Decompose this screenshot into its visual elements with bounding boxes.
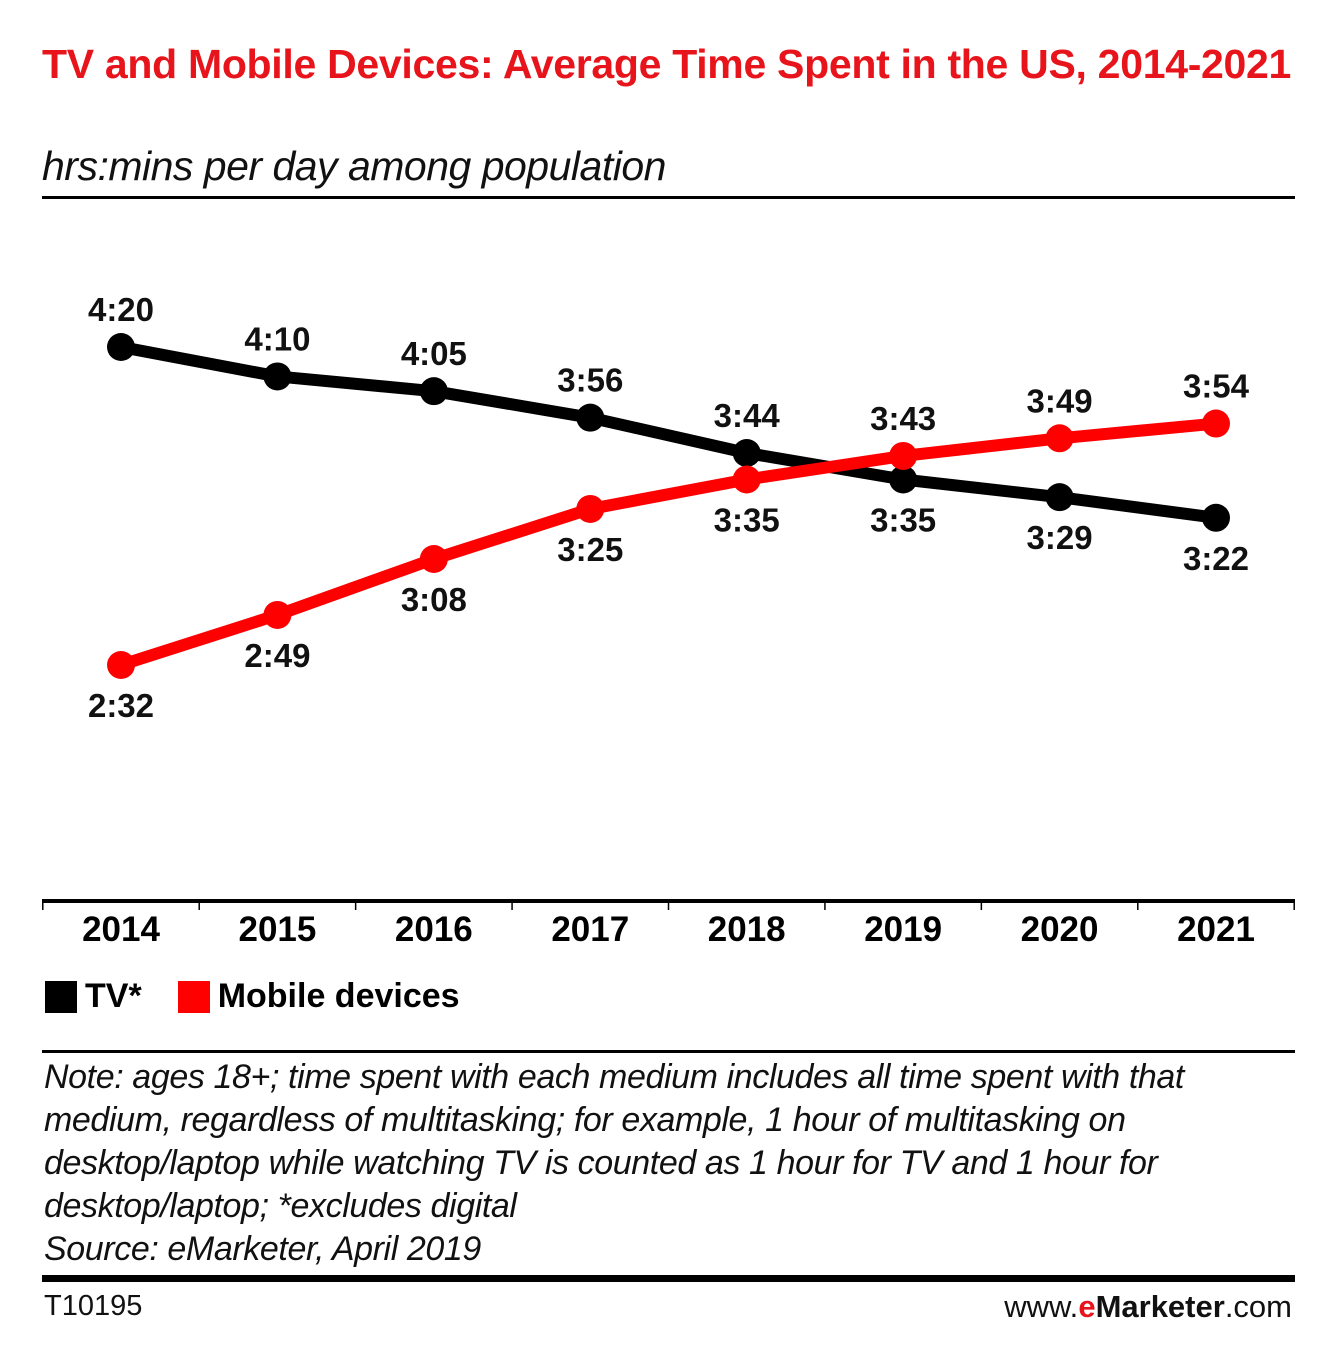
legend-swatch-tv [45,980,77,1013]
data-label-tv-2014: 4:20 [88,291,154,328]
data-point-mobile-devices-2020 [1045,424,1074,453]
line-chart: 4:20 4:10 4:05 3:56 3:44 3:35 3:29 3:22 2:32 2:49… [42,291,1295,949]
series-layer: 4:20 4:10 4:05 3:56 3:44 3:35 3:29 3:22 2:32 2:49… [88,291,1250,724]
data-label-tv-2020: 3:29 [1027,519,1093,556]
series-line-tv [119,341,1217,524]
series-line-mobile-devices [119,417,1217,671]
header-divider [42,196,1295,199]
data-point-tv-2015 [263,362,292,391]
legend-item-tv: TV* [45,977,142,1016]
data-label-tv-2015: 4:10 [244,320,310,357]
legend-label-tv: TV* [85,977,142,1015]
data-point-mobile-devices-2015 [263,600,292,629]
data-point-mobile-devices-2014 [107,651,135,679]
note-text: Note: ages 18+; time spent with each med… [44,1058,1184,1225]
data-label-mobile-devices-2015: 2:49 [244,637,310,674]
data-label-mobile-devices-2020: 3:49 [1027,382,1093,419]
data-label-tv-2018: 3:44 [714,397,781,434]
legend-item-mobile: Mobile devices [177,977,460,1016]
data-label-tv-2017: 3:56 [557,362,623,399]
data-point-mobile-devices-2021 [1202,409,1230,438]
x-tick-label-2018: 2018 [708,910,786,949]
x-tick-label-2020: 2020 [1021,910,1099,949]
series-tv: 4:20 4:10 4:05 3:56 3:44 3:35 3:29 3:22 [88,291,1249,577]
data-point-mobile-devices-2018 [732,465,761,494]
x-axis-labels: 2014 2015 2016 2017 2018 2019 2020 2021 [82,910,1255,949]
data-label-mobile-devices-2018: 3:35 [714,502,780,539]
bottom-rule [42,1275,1295,1282]
data-point-mobile-devices-2017 [576,494,605,523]
chart-title: TV and Mobile Devices: Average Time Spen… [42,41,1292,87]
legend-swatch-mobile [177,980,210,1013]
x-tick-label-2017: 2017 [551,910,629,949]
brand-suffix: .com [1224,1289,1292,1324]
data-point-tv-2014 [107,333,135,361]
data-label-mobile-devices-2014: 2:32 [88,687,154,724]
x-tick-label-2014: 2014 [82,910,160,949]
data-point-tv-2017 [576,403,605,432]
footnote: Note: ages 18+; time spent with each med… [44,1056,1304,1271]
brand-prefix: www. [1004,1289,1079,1324]
data-label-mobile-devices-2021: 3:54 [1183,368,1250,405]
data-label-tv-2019: 3:35 [870,502,936,539]
x-tick-label-2015: 2015 [238,910,316,949]
brand-name: Marketer [1095,1289,1225,1324]
data-point-mobile-devices-2019 [889,441,918,470]
data-label-tv-2016: 4:05 [401,335,467,372]
x-tick-label-2021: 2021 [1177,910,1255,949]
chart-code: T10195 [44,1290,143,1322]
data-point-tv-2016 [419,377,448,406]
chart-subtitle: hrs:mins per day among population [42,143,666,189]
data-point-tv-2019 [889,465,918,494]
data-label-mobile-devices-2017: 3:25 [557,531,623,568]
x-tick-label-2016: 2016 [395,910,473,949]
x-tick-label-2019: 2019 [864,910,942,949]
data-point-tv-2021 [1202,503,1230,532]
legend: TV* Mobile devices [45,977,496,1016]
brand-link[interactable]: www.eMarketer.com [1004,1289,1292,1325]
footer-divider [42,1050,1295,1053]
data-point-tv-2018 [732,439,761,467]
series-mobile-devices: 2:32 2:49 3:08 3:25 3:35 3:43 3:49 3:54 [88,368,1250,724]
legend-label-mobile: Mobile devices [217,977,460,1015]
data-label-mobile-devices-2016: 3:08 [401,581,467,618]
x-axis-line [42,899,1295,903]
data-label-tv-2021: 3:22 [1183,540,1249,577]
data-label-mobile-devices-2019: 3:43 [870,400,936,437]
data-point-tv-2020 [1045,483,1074,512]
data-point-mobile-devices-2016 [419,545,448,573]
brand-e: e [1078,1289,1096,1324]
source-text: Source: eMarketer, April 2019 [44,1230,481,1268]
